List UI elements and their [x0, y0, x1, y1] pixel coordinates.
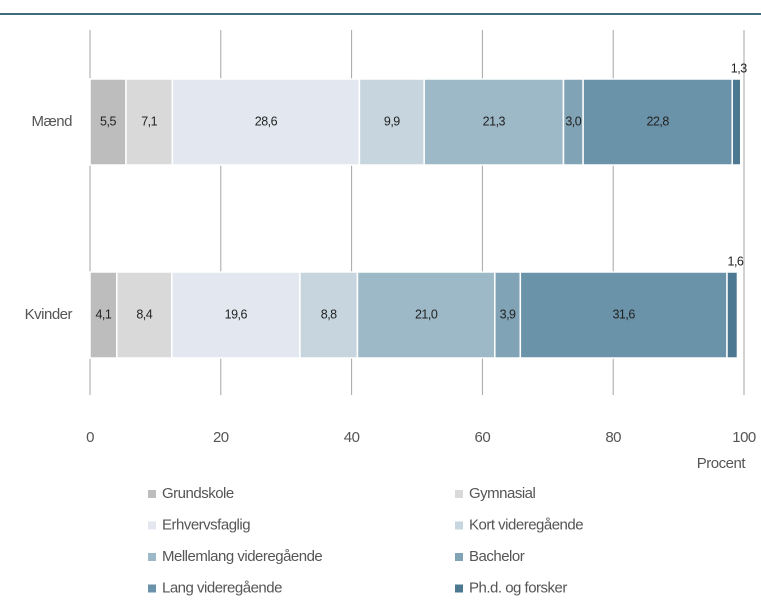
legend-swatch: [455, 490, 463, 498]
x-tick-label: 0: [86, 429, 94, 446]
data-label: 8,8: [321, 307, 337, 321]
legend-label: Mellemlang videregående: [162, 548, 322, 565]
bar-segment: [519, 271, 728, 359]
legend-swatch: [455, 521, 463, 530]
y-tick-label: Kvinder: [25, 306, 73, 323]
bar-segment: [423, 78, 565, 166]
bar-segment: [89, 271, 118, 359]
data-label: 5,5: [100, 114, 116, 128]
bar-segment: [299, 271, 359, 359]
data-label: 19,6: [225, 307, 248, 321]
bar-segment: [358, 78, 425, 166]
x-tick-label: 100: [732, 429, 756, 446]
bar-segment: [125, 78, 174, 166]
data-label: 28,6: [255, 114, 278, 128]
data-label: 21,3: [483, 114, 506, 128]
legend-label: Ph.d. og forsker: [469, 579, 567, 596]
x-tick-label: 20: [213, 429, 229, 446]
legend-label: Lang videregående: [162, 579, 282, 596]
bar-segment: [171, 271, 301, 359]
x-tick-label: 80: [605, 429, 621, 446]
data-label: 3,9: [500, 307, 516, 321]
bar-segment: [356, 271, 496, 359]
data-label: 21,0: [415, 307, 438, 321]
data-label: 8,4: [136, 307, 152, 321]
legend-label: Kort videregående: [469, 516, 583, 533]
bar-segment: [582, 78, 733, 166]
bar-segment: [726, 271, 739, 359]
legend-label: Gymnasial: [469, 485, 536, 502]
data-label: 1,3: [731, 61, 747, 75]
legend-label: Bachelor: [469, 548, 525, 565]
legend-label: Grundskole: [162, 485, 234, 502]
legend-swatch: [455, 553, 463, 561]
bar-segment: [171, 78, 361, 166]
y-tick-label: Mænd: [31, 113, 72, 130]
data-label: 1,6: [728, 254, 744, 268]
legend-swatch: [148, 521, 156, 530]
bar-segment: [731, 78, 742, 166]
data-label: 4,1: [95, 307, 111, 321]
data-label: 31,6: [612, 307, 635, 321]
x-axis-label: Procent: [697, 455, 747, 472]
legend-swatch: [148, 553, 156, 561]
data-label: 3,0: [565, 114, 581, 128]
data-label: 22,8: [647, 114, 670, 128]
legend-swatch: [148, 584, 156, 593]
x-tick-label: 40: [344, 429, 360, 446]
bar-segment: [89, 78, 127, 166]
legend-swatch: [455, 584, 463, 593]
data-label: 9,9: [384, 114, 400, 128]
legend-swatch: [148, 490, 156, 498]
bar-segment: [116, 271, 173, 359]
data-label: 7,1: [141, 114, 157, 128]
legend-label: Erhvervsfaglig: [162, 516, 250, 533]
x-tick-label: 60: [475, 429, 491, 446]
